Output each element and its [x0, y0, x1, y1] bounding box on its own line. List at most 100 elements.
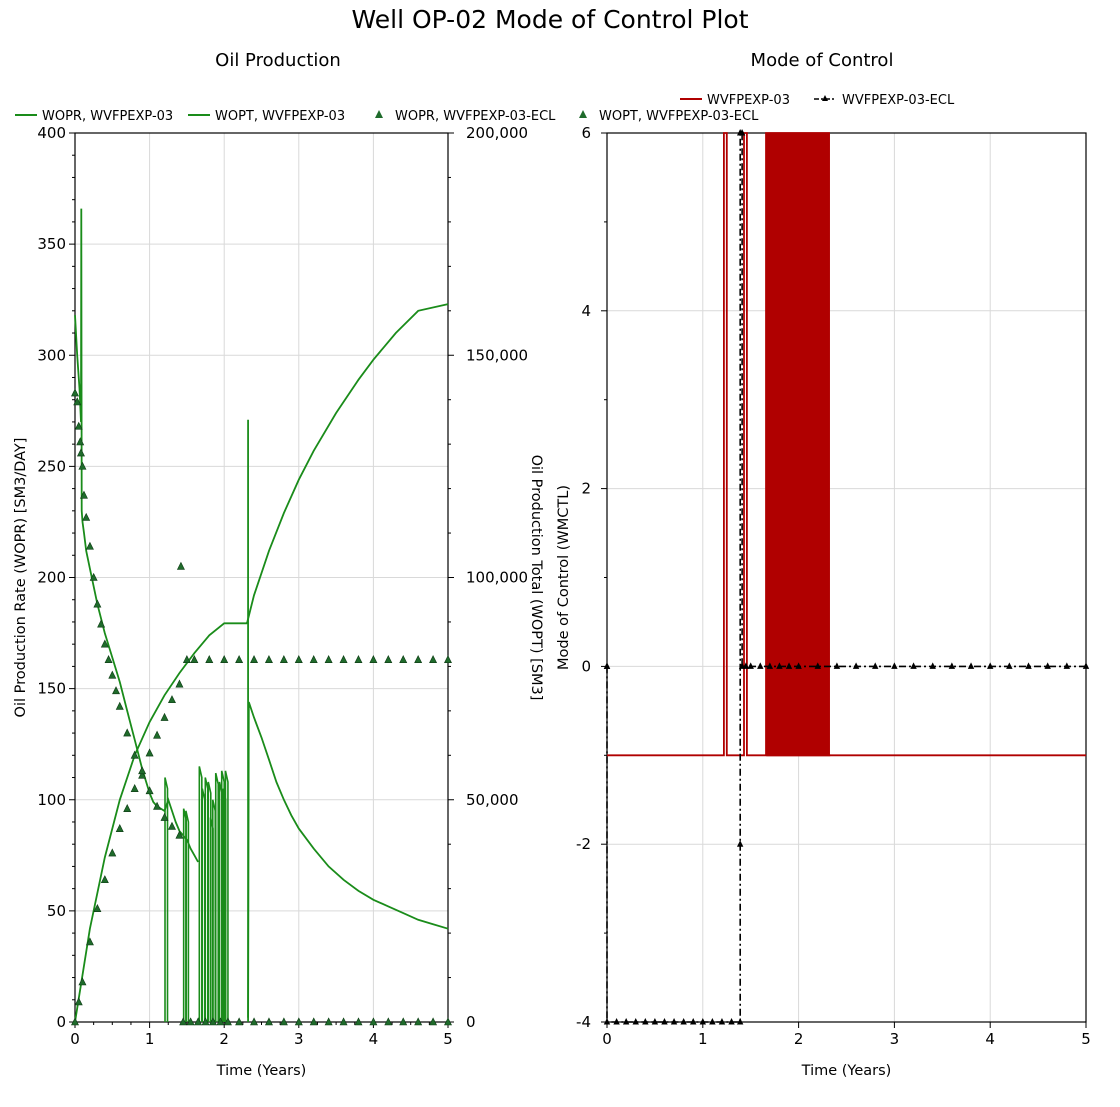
series-line [247, 701, 449, 1018]
series-marker [123, 803, 132, 812]
series-marker [680, 1018, 687, 1025]
series-marker [186, 1017, 195, 1026]
series-marker [160, 812, 169, 821]
x-tick-label: 2 [219, 1030, 229, 1048]
series-marker [661, 1018, 668, 1025]
series-marker [176, 561, 185, 570]
series-spike [201, 788, 206, 1022]
series-marker [354, 655, 363, 664]
series-marker [294, 655, 303, 664]
series-group [71, 208, 452, 1026]
series-marker [699, 1018, 706, 1025]
series-marker [929, 662, 936, 669]
series-marker [910, 662, 917, 669]
y-tick-label: -2 [576, 835, 591, 853]
series-marker [642, 1018, 649, 1025]
series-marker [294, 1017, 303, 1026]
series-marker [1063, 662, 1071, 669]
plot-frame [606, 132, 1087, 1023]
series-marker [82, 512, 91, 521]
series-marker [145, 786, 154, 795]
series-marker [130, 783, 139, 792]
series-marker [279, 655, 288, 664]
y-axis-label: Mode of Control (WMCTL) [556, 485, 572, 670]
y-tick-label: 350 [37, 235, 66, 253]
y-tick-label: 50 [47, 902, 66, 920]
y2-tick-label: 200,000 [466, 124, 528, 142]
series-marker [738, 129, 746, 136]
series-marker [429, 1017, 438, 1026]
series-spike [204, 777, 209, 1022]
series-marker [603, 662, 611, 669]
series-spike [185, 810, 190, 1022]
series-marker [814, 662, 821, 669]
series-marker [100, 875, 109, 884]
series-marker [167, 821, 176, 830]
right-panel-title: Mode of Control [751, 50, 894, 71]
oil-production-panel: Oil Production 0 1 2 3 4 50501001502002503003… [13, 50, 759, 1079]
series-marker [1082, 662, 1090, 669]
series-marker [79, 490, 88, 499]
series-marker [160, 712, 169, 721]
series-marker [216, 1017, 225, 1026]
series-marker [967, 662, 975, 669]
x-tick-label: 0 [70, 1030, 80, 1048]
series-marker [175, 830, 184, 839]
series-marker [93, 903, 102, 912]
series-marker [444, 655, 452, 664]
series-marker [339, 655, 348, 664]
series-line [74, 208, 199, 863]
series-marker [369, 655, 378, 664]
y-tick-label: 150 [37, 680, 66, 698]
series-marker [948, 662, 956, 669]
series-marker [354, 1017, 363, 1026]
series-marker [235, 655, 244, 664]
series-marker [384, 655, 393, 664]
y-tick-label: 300 [37, 346, 66, 364]
series-marker [104, 655, 113, 664]
series-marker [223, 1017, 232, 1026]
y-tick-label: 100 [37, 791, 66, 809]
series-marker [89, 572, 98, 581]
y-tick-label: 2 [581, 480, 591, 498]
legend-label: WOPT, WVFPEXP-03-ECL [599, 109, 759, 124]
x-axis-label: Time (Years) [801, 1063, 892, 1079]
x-tick-label: 4 [985, 1030, 995, 1048]
series-marker [76, 448, 85, 457]
series-marker [429, 655, 438, 664]
y-tick-label: 250 [37, 457, 66, 475]
series-marker [138, 770, 147, 779]
series-marker [108, 670, 117, 679]
y2-axis-label: Oil Production Total (WOPT) [SM3] [528, 455, 544, 701]
x-tick-label: 5 [443, 1030, 453, 1048]
series-marker [728, 1018, 735, 1025]
series-marker [93, 599, 102, 608]
legend-label: WVFPEXP-03 [707, 93, 790, 108]
series-marker [71, 388, 79, 397]
series-marker [670, 1018, 678, 1025]
series-line [607, 132, 1086, 757]
series-marker [632, 1018, 639, 1025]
series-marker [76, 437, 85, 446]
series-marker [603, 1018, 611, 1025]
x-tick-label: 3 [294, 1030, 304, 1048]
series-marker [108, 848, 117, 857]
series-marker [71, 1017, 79, 1026]
left-legend: WOPR, WVFPEXP-03 WOPT, WVFPEXP-03 WOPR, WV… [15, 109, 759, 124]
left-panel-title: Oil Production [215, 50, 341, 71]
series-marker [123, 728, 132, 737]
series-marker [74, 997, 83, 1006]
series-marker [613, 1018, 620, 1025]
series-marker [100, 639, 109, 648]
series-marker [201, 1017, 210, 1026]
series-marker [766, 662, 774, 669]
series-marker [145, 748, 154, 757]
series-marker [622, 1018, 630, 1025]
series-spike [164, 777, 169, 1022]
x-tick-label: 1 [698, 1030, 708, 1048]
series-spike [224, 770, 229, 1022]
series-spike [198, 766, 203, 1022]
series-marker [414, 655, 423, 664]
series-marker [833, 662, 841, 669]
